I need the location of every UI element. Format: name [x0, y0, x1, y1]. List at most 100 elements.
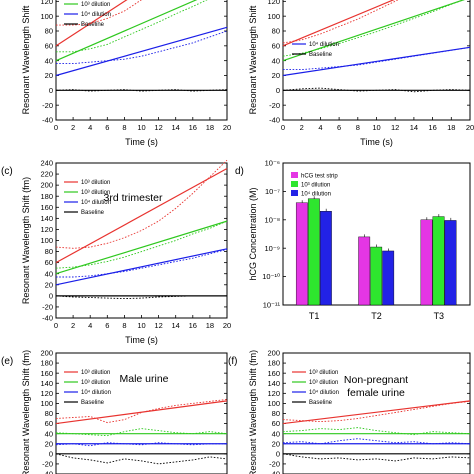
legend-entry: 10³ dilution	[309, 370, 338, 376]
y-tick-label: 60	[45, 258, 53, 267]
y-tick-label: 0	[276, 449, 280, 458]
y-tick-label: 0	[49, 449, 53, 458]
x-tick-label: 16	[189, 123, 197, 132]
legend-entry: 10³ dilution	[81, 180, 110, 186]
x-tick-label: 12	[391, 123, 399, 132]
x-tick-label: 14	[172, 321, 180, 330]
bar	[444, 220, 457, 306]
annotation: Non-pregnant	[344, 374, 408, 386]
x-tick-label: 0	[54, 321, 58, 330]
y-tick-label: 0	[49, 291, 53, 300]
series-fit-0	[55, 400, 228, 425]
series-fit-2	[55, 26, 228, 77]
y-tick-label: 200	[40, 181, 53, 190]
series-raw-1	[55, 220, 228, 269]
y-tick-label: 180	[40, 359, 53, 368]
series-raw-3	[55, 453, 228, 465]
y-tick-label: -20	[269, 460, 280, 469]
x-tick-label: 4	[88, 321, 92, 330]
x-tick-label: 10	[372, 123, 380, 132]
y-tick-label: 200	[40, 349, 53, 358]
series-fit-1	[282, 0, 465, 62]
y-tick-label: 120	[40, 225, 53, 234]
y-tick-label: 40	[45, 56, 53, 65]
legend-entry: Baseline	[309, 400, 333, 406]
x-tick-label: 6	[105, 321, 109, 330]
y-axis-label: Resonant Wavelength Shift (fm)	[21, 350, 31, 474]
x-tick-label: T2	[371, 311, 382, 321]
y-tick-label: 0	[276, 86, 280, 95]
annotation: 3rd trimester	[104, 192, 163, 204]
panel-label: (f)	[228, 356, 237, 367]
y-tick-label: 40	[45, 269, 53, 278]
y-tick-label: -20	[42, 303, 53, 312]
legend-entry: 10³ dilution	[81, 190, 110, 196]
x-tick-label: 20	[466, 123, 474, 132]
y-tick-label: 100	[40, 399, 53, 408]
x-tick-label: 14	[410, 123, 418, 132]
y-tick-label: 80	[45, 247, 53, 256]
legend-swatch	[291, 172, 298, 178]
series-raw-2	[282, 438, 471, 445]
legend-entry: 10³ dilution	[301, 183, 330, 189]
bar	[319, 211, 332, 306]
series-fit-2	[55, 248, 228, 286]
y-axis-label: Resonant Wavelength Shift	[21, 5, 31, 114]
y-tick-label: 120	[267, 389, 280, 398]
y-axis-label: Resonant Wavelength Shift (fm)	[248, 350, 258, 474]
legend-entry: 10⁴ dilution	[309, 41, 339, 48]
x-tick-label: 16	[428, 123, 436, 132]
y-tick-label: -20	[269, 101, 280, 110]
y-tick-label: 10⁻⁶	[265, 159, 280, 168]
y-tick-label: 220	[40, 170, 53, 179]
y-tick-label: 20	[45, 439, 53, 448]
y-tick-label: 140	[267, 379, 280, 388]
series-raw-1	[55, 428, 228, 437]
legend-entry: 10⁴ dilution	[81, 199, 111, 206]
x-tick-label: 2	[71, 321, 75, 330]
y-tick-label: 80	[45, 409, 53, 418]
legend-swatch	[291, 190, 298, 196]
panel-2: -40-200204060801001201401601802002202400…	[1, 159, 231, 345]
y-tick-label: 10⁻⁹	[264, 244, 280, 253]
plot-frame	[55, 162, 228, 319]
y-tick-label: 10⁻⁸	[265, 215, 280, 224]
legend-entry: 10⁴ dilution	[309, 389, 339, 396]
annotation: Male urine	[119, 373, 168, 385]
y-tick-label: 40	[45, 429, 53, 438]
legend-entry: Baseline	[81, 22, 105, 28]
legend-entry: 10⁴ dilution	[301, 191, 331, 198]
y-tick-label: 100	[267, 399, 280, 408]
legend-entry: 10³ dilution	[309, 380, 338, 386]
y-tick-label: 100	[40, 12, 53, 21]
series-raw-3	[282, 453, 471, 462]
y-tick-label: 0	[49, 86, 53, 95]
y-tick-label: 100	[40, 236, 53, 245]
y-tick-label: 240	[40, 159, 53, 168]
legend-entry: 10³ dilution	[81, 370, 110, 376]
y-tick-label: 20	[45, 280, 53, 289]
x-tick-label: 0	[54, 123, 58, 132]
y-tick-label: 20	[45, 71, 53, 80]
y-tick-label: 80	[45, 27, 53, 36]
x-tick-label: 2	[300, 123, 304, 132]
plot-frame	[55, 0, 228, 121]
x-tick-label: 18	[206, 321, 214, 330]
series-fit-2	[282, 46, 471, 77]
y-tick-label: -40	[269, 470, 280, 474]
x-tick-label: 6	[337, 123, 341, 132]
x-tick-label: 14	[172, 123, 180, 132]
legend-entry: hCG test strip	[301, 174, 338, 180]
series-fit-0	[55, 0, 128, 47]
y-tick-label: 180	[267, 359, 280, 368]
panel-1: -40 -20 0 20 40 60 80 100 120 0 2 4 6 8 10 12 14 16 18 20 Ti…	[248, 0, 474, 147]
y-tick-label: 10⁻¹⁰	[262, 272, 280, 281]
legend-swatch	[291, 181, 298, 187]
panel-label: d)	[235, 166, 244, 177]
legend-entry: 10³ dilution	[81, 2, 110, 8]
x-tick-label: T1	[309, 311, 320, 321]
y-tick-label: 60	[272, 419, 280, 428]
x-tick-label: 4	[88, 123, 92, 132]
y-tick-label: 120	[40, 0, 53, 6]
